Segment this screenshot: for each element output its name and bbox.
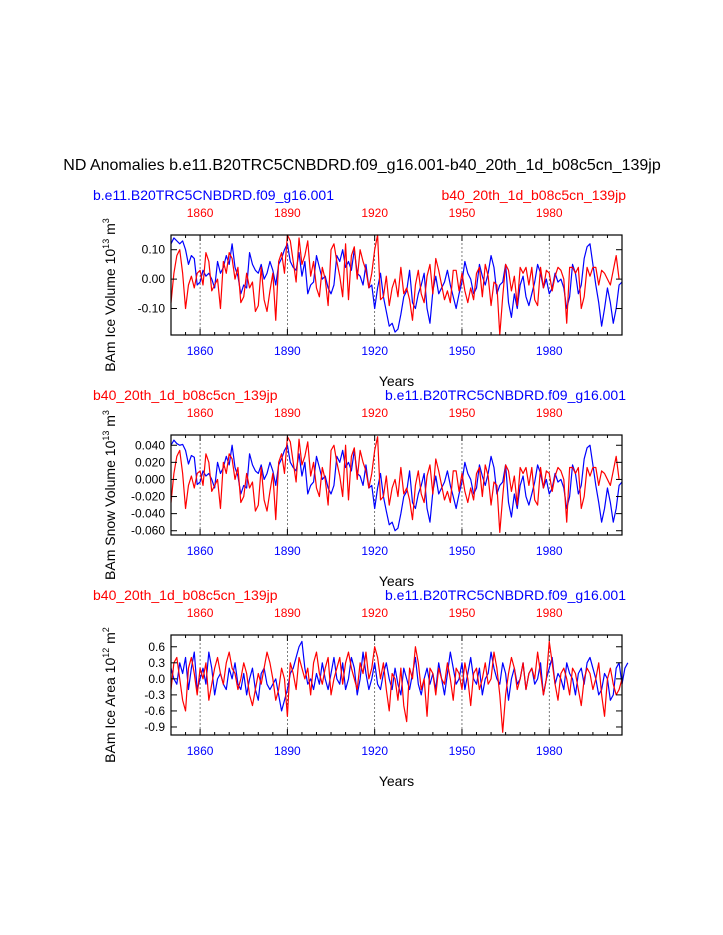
panel-right-title: b40_20th_1d_b08c5cn_139jp: [441, 187, 626, 203]
x-tick-label-top: 1860: [187, 406, 214, 420]
x-tick-label-bottom: 1890: [274, 544, 301, 558]
y-axis-label: BAm Ice Volume 1013 m3: [101, 218, 118, 372]
x-axis-label: Years: [379, 573, 414, 589]
x-tick-label-top: 1980: [536, 206, 563, 220]
y-tick-label: -0.6: [144, 704, 165, 718]
plot-frame: [170, 634, 623, 736]
y-tick-label: 0.3: [148, 656, 165, 670]
x-tick-label-bottom: 1860: [187, 344, 214, 358]
chart-panel-ice-area: b40_20th_1d_b08c5cn_139jp b.e11.B20TRC5CN…: [93, 587, 629, 789]
series-line-case2: [170, 640, 623, 733]
y-tick-label: 0.020: [135, 455, 165, 469]
y-tick-label: 0.000: [135, 472, 165, 486]
figure-title: ND Anomalies b.e11.B20TRC5CNBDRD.f09_g16…: [63, 157, 661, 174]
x-tick-label-top: 1890: [274, 206, 301, 220]
panel-left-title: b.e11.B20TRC5CNBDRD.f09_g16.001: [93, 187, 334, 203]
x-tick-label-bottom: 1860: [187, 744, 214, 758]
y-tick-label: 0.6: [148, 640, 165, 654]
x-tick-label-bottom: 1890: [274, 744, 301, 758]
x-tick-label-bottom: 1860: [187, 544, 214, 558]
x-tick-label-bottom: 1980: [536, 544, 563, 558]
y-tick-label: -0.10: [138, 302, 166, 316]
x-tick-label-bottom: 1890: [274, 344, 301, 358]
panel-right-title: b.e11.B20TRC5CNBDRD.f09_g16.001: [385, 587, 626, 603]
y-tick-label: -0.020: [131, 490, 165, 504]
x-tick-label-bottom: 1980: [536, 344, 563, 358]
x-tick-label-bottom: 1980: [536, 744, 563, 758]
series-line-case1: [170, 640, 629, 712]
x-tick-label-top: 1950: [449, 606, 476, 620]
y-tick-label: 0.040: [135, 438, 165, 452]
x-tick-label-top: 1920: [361, 406, 388, 420]
x-axis-label: Years: [379, 773, 414, 789]
plot-frame: [170, 434, 623, 536]
x-tick-label-bottom: 1950: [449, 544, 476, 558]
chart-panel-snow-volume: b40_20th_1d_b08c5cn_139jp b.e11.B20TRC5CN…: [93, 387, 626, 589]
x-tick-label-top: 1950: [449, 206, 476, 220]
x-tick-label-top: 1860: [187, 606, 214, 620]
x-tick-label-top: 1890: [274, 606, 301, 620]
y-axis-label: BAm Ice Area 1012 m2: [101, 627, 118, 763]
x-tick-label-top: 1920: [361, 206, 388, 220]
y-tick-label: 0.00: [142, 272, 166, 286]
x-tick-label-bottom: 1920: [361, 744, 388, 758]
x-tick-label-top: 1950: [449, 406, 476, 420]
panel-left-title: b40_20th_1d_b08c5cn_139jp: [93, 387, 278, 403]
x-tick-label-bottom: 1920: [361, 344, 388, 358]
x-tick-label-bottom: 1950: [449, 744, 476, 758]
plot-frame: [170, 234, 623, 336]
y-axis-label: BAm Snow Volume 1013 m3: [101, 410, 118, 580]
x-tick-label-top: 1890: [274, 406, 301, 420]
series-line-case2: [170, 234, 620, 336]
chart-panel-ice-volume: b.e11.B20TRC5CNBDRD.f09_g16.001 b40_20th_…: [93, 187, 626, 389]
y-tick-label: 0.10: [142, 243, 166, 257]
panels: b.e11.B20TRC5CNBDRD.f09_g16.001 b40_20th_…: [93, 187, 629, 789]
panel-left-title: b40_20th_1d_b08c5cn_139jp: [93, 587, 278, 603]
x-tick-label-top: 1980: [536, 406, 563, 420]
x-tick-label-top: 1980: [536, 606, 563, 620]
y-tick-label: -0.3: [144, 688, 165, 702]
panel-right-title: b.e11.B20TRC5CNBDRD.f09_g16.001: [385, 387, 626, 403]
y-tick-label: -0.040: [131, 507, 165, 521]
y-tick-label: 0.0: [148, 672, 165, 686]
series-line-case1: [170, 237, 623, 333]
x-tick-label-bottom: 1920: [361, 544, 388, 558]
x-tick-label-bottom: 1950: [449, 344, 476, 358]
x-tick-label-top: 1920: [361, 606, 388, 620]
x-axis-label: Years: [379, 373, 414, 389]
series-line-case2: [170, 436, 620, 534]
y-tick-label: -0.9: [144, 720, 165, 734]
x-tick-label-top: 1860: [187, 206, 214, 220]
series-line-case1: [170, 439, 623, 532]
y-tick-label: -0.060: [131, 524, 165, 538]
